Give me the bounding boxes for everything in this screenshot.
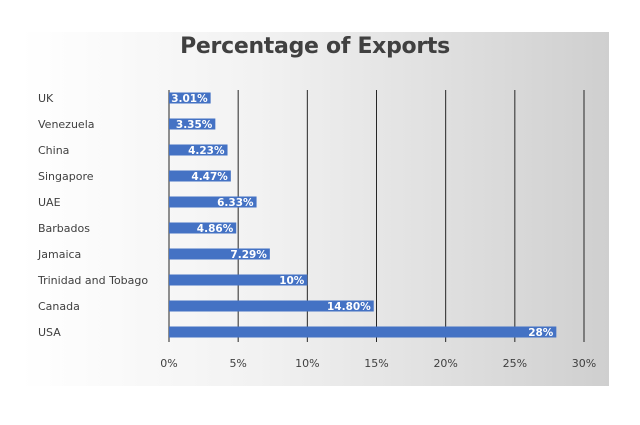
data-label: 10%: [279, 275, 305, 287]
category-label: Canada: [38, 300, 80, 313]
x-tick-label: 20%: [433, 357, 457, 370]
category-label: Jamaica: [37, 248, 81, 261]
x-tick-label: 25%: [503, 357, 527, 370]
category-label: USA: [38, 326, 61, 339]
x-tick-label: 5%: [229, 357, 246, 370]
data-label: 4.86%: [197, 223, 234, 235]
bar: [169, 326, 557, 338]
bar: [169, 170, 231, 182]
bar: [169, 144, 228, 156]
data-label: 6.33%: [217, 197, 254, 209]
data-label: 28%: [528, 327, 554, 339]
x-tick-label: 0%: [160, 357, 177, 370]
chart-frame: Percentage of Exports 0% 5% 10% 15% 20% 25% 30…: [21, 32, 609, 386]
data-label: 7.29%: [230, 249, 267, 261]
category-label: Trinidad and Tobago: [37, 274, 148, 287]
bar: [169, 274, 308, 286]
bar: [169, 222, 237, 234]
bar: [169, 248, 270, 260]
data-label: 4.23%: [188, 145, 225, 157]
category-label: Venezuela: [38, 118, 95, 131]
x-tick-label: 30%: [572, 357, 596, 370]
data-label: 3.35%: [176, 119, 213, 131]
category-label: Barbados: [38, 222, 90, 235]
chart-title: Percentage of Exports: [180, 34, 450, 59]
bar: [169, 300, 374, 312]
data-label: 3.01%: [171, 93, 208, 105]
data-label: 14.80%: [327, 301, 371, 313]
category-label: China: [38, 144, 69, 157]
category-label: Singapore: [38, 170, 94, 183]
x-tick-label: 10%: [295, 357, 319, 370]
category-label: UK: [38, 92, 54, 105]
bar: [169, 196, 257, 208]
data-label: 4.47%: [191, 171, 228, 183]
bar: [169, 92, 211, 104]
bar-chart: 0% 5% 10% 15% 20% 25% 30% UK 3.01% Venezuela 3.35%…: [37, 90, 596, 370]
bar: [169, 118, 216, 130]
x-tick-label: 15%: [364, 357, 388, 370]
category-label: UAE: [38, 196, 61, 209]
